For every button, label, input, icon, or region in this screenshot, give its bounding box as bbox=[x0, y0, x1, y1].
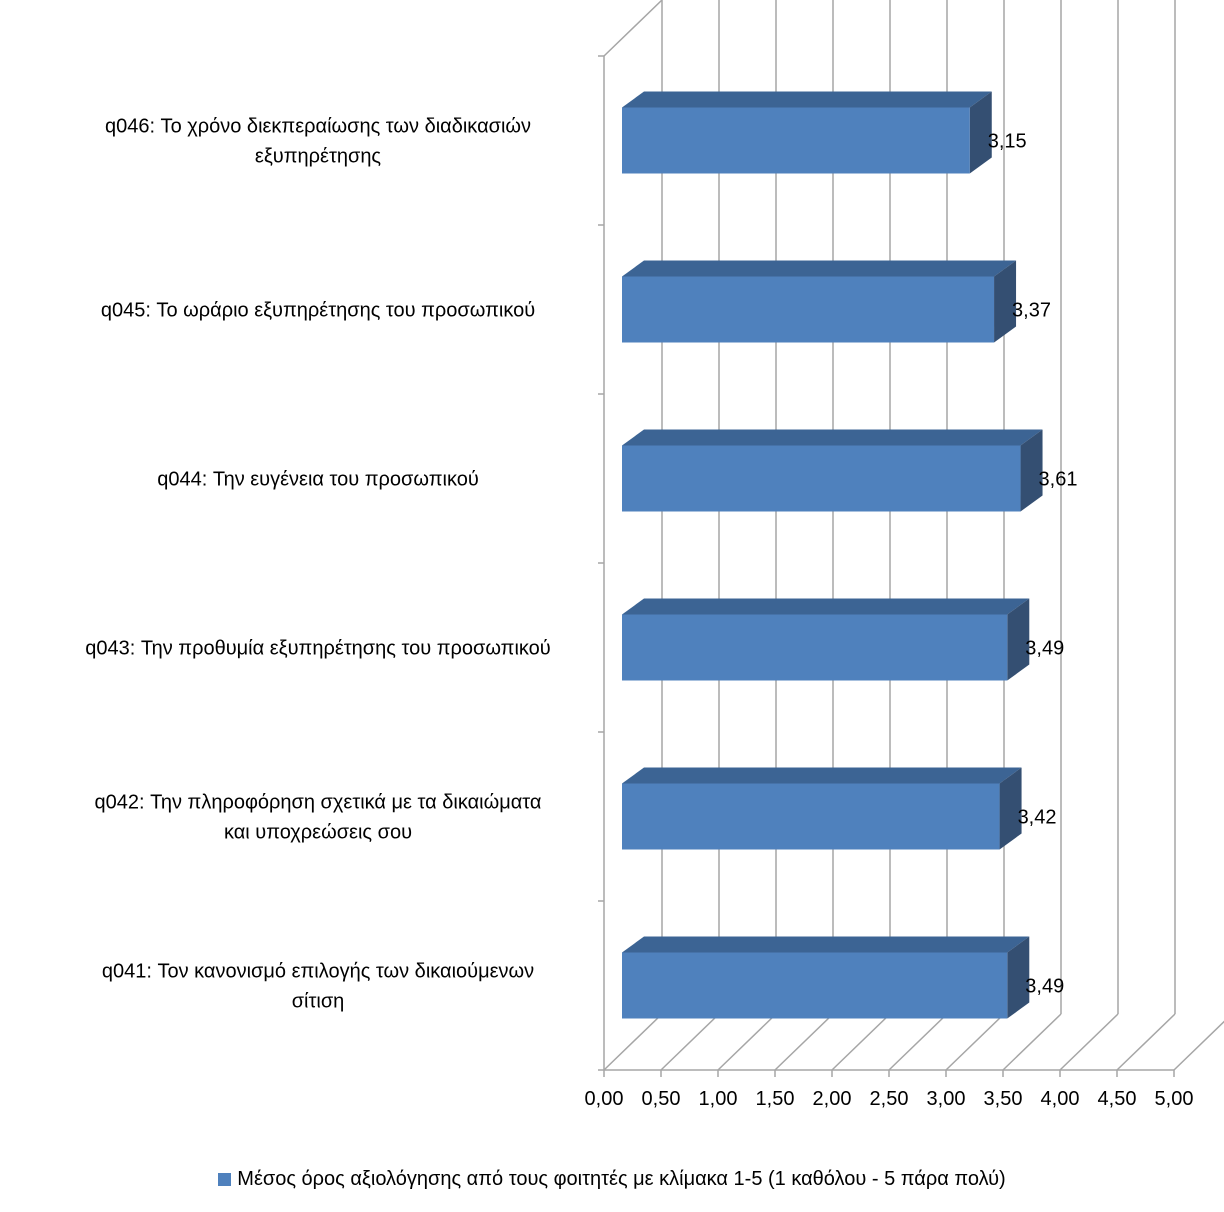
category-label: q045: Το ωράριο εξυπηρέτησης του προσωπι… bbox=[101, 300, 535, 322]
bar bbox=[622, 276, 995, 343]
floor-gridline bbox=[1116, 1013, 1176, 1071]
category-label: q042: Την πληροφόρηση σχετικά με τα δικα… bbox=[94, 792, 541, 814]
bar-top-face bbox=[622, 91, 992, 108]
category-label: και υποχρεώσεις σου bbox=[224, 822, 412, 844]
floor-gridline bbox=[945, 1013, 1005, 1071]
data-label: 3,15 bbox=[988, 131, 1027, 153]
category-label: σίτιση bbox=[292, 991, 345, 1013]
bar-top-face bbox=[622, 936, 1030, 953]
floor-gridline bbox=[603, 1013, 663, 1071]
x-tick-label: 1,50 bbox=[756, 1088, 795, 1110]
category-label: εξυπηρέτησης bbox=[255, 146, 382, 168]
data-label: 3,37 bbox=[1012, 300, 1051, 322]
data-label: 3,61 bbox=[1039, 469, 1078, 491]
data-label: 3,42 bbox=[1018, 807, 1057, 829]
x-tick-label: 1,00 bbox=[699, 1088, 738, 1110]
floor-gridline bbox=[774, 1013, 834, 1071]
x-tick-label: 0,50 bbox=[642, 1088, 681, 1110]
x-tick-label: 2,50 bbox=[870, 1088, 909, 1110]
bar-side-face bbox=[1007, 936, 1030, 1019]
x-tick-label: 3,00 bbox=[927, 1088, 966, 1110]
x-tick-label: 2,00 bbox=[813, 1088, 852, 1110]
x-tick-label: 3,50 bbox=[984, 1088, 1023, 1110]
category-label: q041: Τον κανονισμό επιλογής των δικαιού… bbox=[102, 961, 534, 983]
x-tick-label: 0,00 bbox=[585, 1088, 624, 1110]
category-label: q043: Την προθυμία εξυπηρέτησης του προσ… bbox=[85, 638, 550, 660]
bar bbox=[622, 952, 1008, 1019]
floor-gridline bbox=[1059, 1013, 1119, 1071]
bar bbox=[622, 614, 1008, 681]
floor-gridline bbox=[1173, 1020, 1224, 1071]
bar-top-face bbox=[622, 598, 1030, 615]
data-label: 3,49 bbox=[1025, 638, 1064, 660]
floor-gridline bbox=[1002, 1013, 1062, 1071]
bar-side-face bbox=[1007, 598, 1030, 681]
bar bbox=[622, 445, 1021, 512]
category-label: q046: Το χρόνο διεκπεραίωσης των διαδικα… bbox=[105, 116, 531, 138]
bar-top-face bbox=[622, 260, 1017, 277]
bar bbox=[622, 783, 1000, 850]
floor-gridline bbox=[831, 1013, 891, 1071]
category-label: q044: Την ευγένεια του προσωπικού bbox=[157, 469, 479, 491]
legend-swatch bbox=[218, 1173, 232, 1186]
bar-side-face bbox=[999, 767, 1022, 850]
x-tick-label: 4,50 bbox=[1098, 1088, 1137, 1110]
side-wall-top bbox=[603, 0, 663, 57]
floor-gridline bbox=[888, 1013, 948, 1071]
x-tick-label: 5,00 bbox=[1155, 1088, 1194, 1110]
bar-side-face bbox=[1020, 429, 1043, 512]
bar-side-face bbox=[969, 91, 992, 174]
data-label: 3,49 bbox=[1025, 976, 1064, 998]
chart-svg: 0,00 0,50 1,00 1,50 2,00 2,50 3,00 3,50 4,00 4,50… bbox=[85, 0, 1224, 1110]
bar bbox=[622, 107, 970, 174]
bar-side-face bbox=[994, 260, 1017, 343]
floor-gridline bbox=[717, 1013, 777, 1071]
legend: Μέσος όρος αξιολόγησης από τους φοιτητές… bbox=[0, 1168, 1224, 1191]
bar-top-face bbox=[622, 429, 1043, 446]
floor-gridline bbox=[660, 1013, 720, 1071]
x-tick-label: 4,00 bbox=[1041, 1088, 1080, 1110]
legend-label: Μέσος όρος αξιολόγησης από τους φοιτητές… bbox=[237, 1168, 1006, 1190]
bar-top-face bbox=[622, 767, 1022, 784]
